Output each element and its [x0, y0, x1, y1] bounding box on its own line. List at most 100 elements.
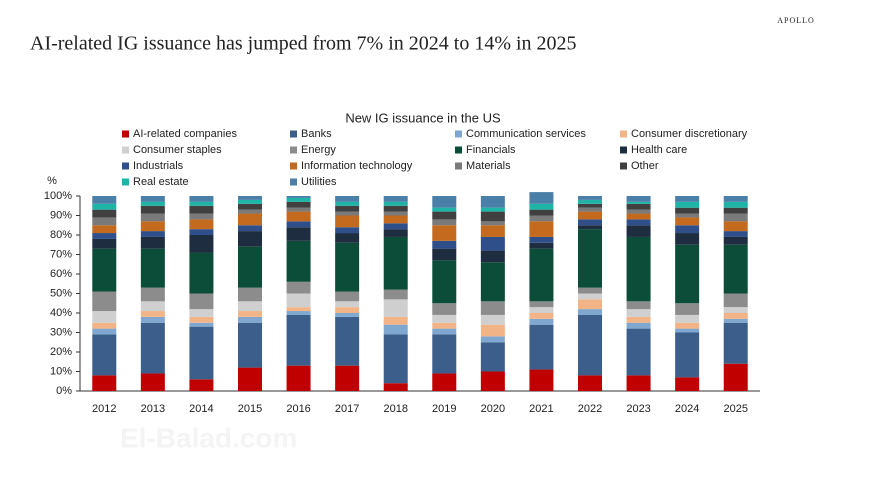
x-tick-label: 2016 [286, 403, 310, 415]
bar-segment [286, 221, 311, 228]
bar-segment [383, 299, 408, 317]
legend-label: Communication services [466, 128, 586, 140]
bar-segment [578, 314, 602, 376]
bar-segment [383, 229, 408, 237]
bar-segment [529, 324, 554, 370]
bar-segment [675, 314, 700, 323]
bar-segment [140, 373, 165, 391]
bar-segment [92, 291, 117, 312]
bar-segment [723, 293, 748, 308]
legend-swatch [620, 162, 627, 170]
x-tick-label: 2018 [383, 403, 407, 415]
bar-segment [335, 291, 360, 302]
legend-label: Consumer staples [133, 144, 222, 156]
bar-segment [92, 225, 117, 234]
bar-segment [578, 219, 602, 226]
bar-segment [189, 229, 214, 235]
bar-segment [383, 324, 408, 335]
bar-segment [335, 307, 360, 313]
bar-segment [92, 196, 117, 204]
legend-swatch [290, 162, 297, 170]
bar-segment [140, 248, 165, 288]
bar-segment [480, 236, 505, 251]
bar-segment [529, 301, 554, 308]
bar-segment [383, 211, 408, 216]
bar-segment [578, 207, 602, 212]
bar-segment [335, 227, 360, 234]
bar-segment [383, 236, 408, 290]
bar-segment [189, 219, 214, 230]
bar-segment [675, 303, 700, 315]
bar-segment [578, 229, 602, 288]
bar-segment [578, 211, 602, 220]
x-tick-label: 2025 [723, 403, 747, 415]
bar-segment [480, 211, 505, 222]
bar-segment [529, 318, 554, 325]
bar-segment [335, 211, 360, 216]
bar-segment [140, 201, 165, 206]
bar-segment [238, 231, 262, 247]
bar-segment [189, 379, 214, 391]
bar-segment [480, 314, 505, 325]
bar-segment [383, 334, 408, 384]
bar-segment [480, 342, 505, 372]
bar-segment [529, 203, 554, 210]
bar-segment [383, 205, 408, 212]
legend-swatch [122, 162, 129, 170]
bar-segment [335, 196, 360, 202]
bar-segment [92, 203, 117, 210]
y-tick-label: 20% [50, 346, 72, 358]
bar-segment [432, 219, 457, 226]
legend-swatch [290, 130, 297, 138]
bar-segment [140, 311, 165, 317]
bar-segment [723, 313, 748, 319]
legend-swatch [455, 162, 462, 170]
bar-segment [238, 213, 262, 226]
bar-segment [140, 316, 165, 323]
legend-label: Information technology [301, 160, 413, 172]
bar-segment [626, 213, 651, 220]
bar-segment [335, 201, 360, 206]
bar-segment [140, 287, 165, 302]
x-tick-label: 2022 [578, 403, 602, 415]
bar-segment [286, 201, 311, 208]
bar-segment [578, 309, 602, 315]
bar-segment [578, 199, 602, 204]
bar-segment [383, 316, 408, 325]
bar-segment [189, 205, 214, 214]
x-tick-label: 2019 [432, 403, 456, 415]
bar-segment [92, 375, 117, 391]
bar-segment [189, 309, 214, 317]
bar-segment [383, 201, 408, 206]
bar-segment [723, 221, 748, 232]
bar-segment [675, 225, 700, 234]
bar-segment [140, 231, 165, 237]
chart-title: New IG issuance in the US [345, 110, 501, 125]
brand: APOLLO [777, 16, 815, 25]
y-tick-label: 100% [44, 190, 72, 202]
bar-segment [140, 213, 165, 222]
y-tick-label: 40% [50, 307, 72, 319]
bar-segment [92, 311, 117, 323]
bar-segment [626, 322, 651, 329]
x-tick-label: 2023 [626, 403, 650, 415]
bar-segment [675, 233, 700, 245]
bar-segment [92, 328, 117, 335]
bar-segment [286, 307, 311, 312]
bar-segment [432, 303, 457, 315]
bar-segment [626, 309, 651, 317]
bar-segment [92, 248, 117, 292]
legend-swatch [290, 178, 297, 186]
bar-segment [92, 209, 117, 218]
bar-segment [723, 213, 748, 222]
headline: AI-related IG issuance has jumped from 7… [30, 33, 577, 55]
legend-label: Other [631, 160, 659, 172]
bar-segment [238, 322, 262, 368]
y-tick-label: 10% [50, 365, 72, 377]
bar-segment [92, 217, 117, 226]
bar-segment [723, 307, 748, 313]
bar-segment [286, 365, 311, 391]
bar-segment [286, 196, 311, 198]
